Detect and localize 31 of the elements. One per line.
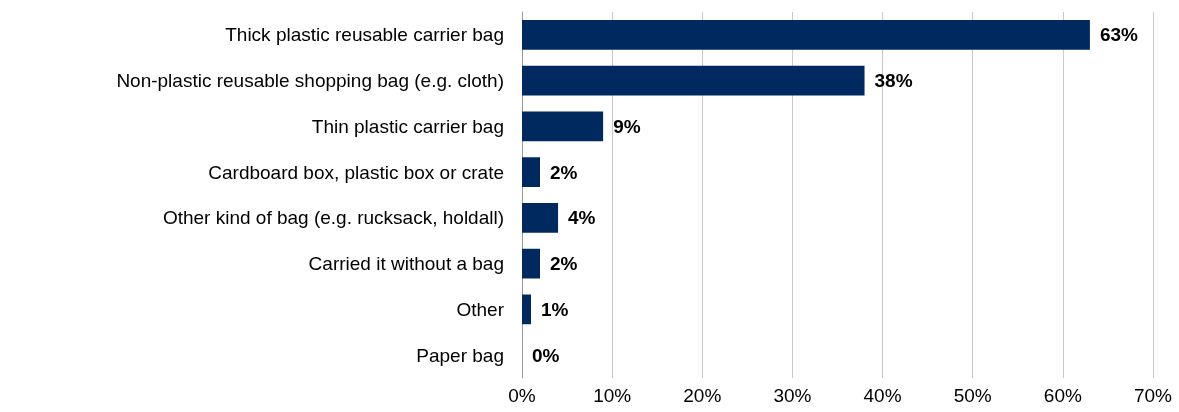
- y-tick-label: Paper bag: [416, 344, 504, 366]
- bar: [522, 157, 541, 187]
- x-tick-label: 20%: [683, 385, 722, 406]
- x-tick-label: 0%: [508, 385, 536, 406]
- bar: [522, 203, 559, 233]
- bar: [522, 294, 532, 325]
- x-tick-label: 10%: [593, 385, 632, 406]
- y-tick-label: Carried it without a bag: [308, 253, 504, 275]
- x-tick-label: 60%: [1043, 385, 1082, 406]
- bar: [522, 248, 541, 279]
- data-label: 1%: [541, 298, 569, 320]
- data-label: 9%: [613, 115, 641, 137]
- y-tick-label: Non-plastic reusable shopping bag (e.g. cloth): [116, 70, 504, 92]
- data-label: 0%: [532, 344, 560, 366]
- y-tick-label: Other: [456, 298, 505, 320]
- bar: [522, 111, 604, 142]
- data-label: 63%: [1099, 24, 1139, 46]
- y-tick-label: Cardboard box, plastic box or crate: [208, 161, 504, 183]
- data-label: 2%: [550, 253, 578, 275]
- bar: [522, 65, 865, 96]
- x-tick-label: 30%: [773, 385, 812, 406]
- data-label: 2%: [550, 161, 578, 183]
- x-tick-label: 70%: [1133, 385, 1173, 406]
- bar: [522, 20, 1090, 50]
- data-label: 4%: [568, 207, 596, 229]
- x-tick-label: 50%: [953, 385, 992, 406]
- y-tick-label: Thin plastic carrier bag: [311, 115, 504, 137]
- y-tick-label: Other kind of bag (e.g. rucksack, holdall): [162, 207, 504, 229]
- data-label: 38%: [874, 70, 913, 92]
- y-tick-label: Thick plastic reusable carrier bag: [225, 24, 504, 46]
- x-tick-label: 40%: [863, 385, 902, 406]
